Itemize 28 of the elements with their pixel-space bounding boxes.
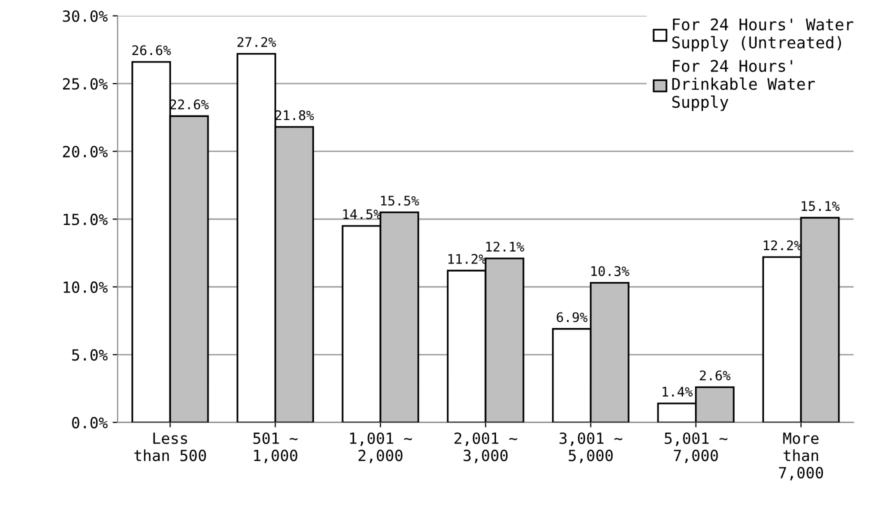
data-label: 11.2% [448, 254, 486, 264]
x-tick-label: 501 ~ 1,000 [253, 432, 298, 464]
x-tick-label: Less than 500 [134, 432, 206, 462]
y-tick-label: 0.0% [72, 416, 108, 428]
y-tick-label: 30.0% [62, 10, 108, 22]
data-label: 15.1% [802, 201, 840, 212]
data-label: 15.5% [381, 196, 420, 206]
y-tick-label: 5.0% [72, 349, 108, 361]
data-label: 27.2% [237, 37, 276, 47]
legend-label: For 24 Hours' Drinkable Water Supply [672, 60, 815, 112]
data-label: 22.6% [170, 99, 209, 110]
y-tick-label: 15.0% [64, 214, 108, 226]
x-tick-label: 3,001 ~ 5,000 [560, 432, 622, 464]
y-tick-label: 20.0% [63, 146, 108, 158]
data-label: 10.3% [591, 266, 630, 276]
x-tick-label: 5,001 ~ 7,000 [664, 432, 728, 464]
data-label: 26.6% [132, 45, 171, 56]
data-label: 6.9% [556, 312, 588, 322]
data-label: 1.4% [662, 386, 693, 397]
data-label: 21.8% [275, 110, 314, 120]
x-tick-label: 1,001 ~ 2,000 [350, 432, 412, 464]
y-tick-label: 25.0% [63, 78, 108, 90]
data-label: 2.6% [700, 370, 730, 380]
x-tick-label: 2,001 ~ 3,000 [454, 432, 518, 464]
x-tick-label: More than 7,000 [779, 432, 824, 480]
data-label: 12.1% [486, 242, 524, 252]
legend-label: For 24 Hours' Water Supply (Untreated) [672, 18, 854, 52]
y-tick-label: 10.0% [64, 281, 108, 293]
